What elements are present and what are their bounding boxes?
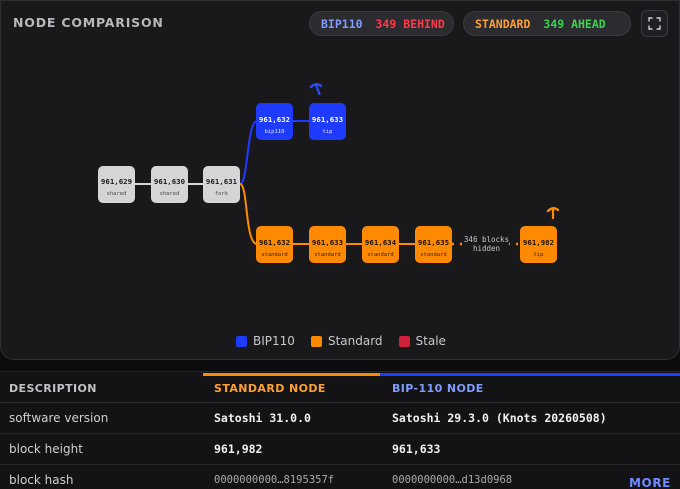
block-tag: fork	[215, 191, 229, 197]
block-height: 961,635	[418, 238, 449, 247]
block-tag: standard	[420, 252, 447, 258]
hidden-blocks-label: hidden	[473, 244, 500, 253]
block-shared-2[interactable]: 961,630 shared	[151, 166, 188, 203]
bip-accent-bar	[380, 373, 680, 376]
more-button[interactable]: MORE	[629, 476, 671, 489]
table-row: software version Satoshi 31.0.0 Satoshi …	[0, 403, 680, 434]
legend-item-stale: Stale	[398, 334, 446, 348]
row-label: block height	[9, 442, 83, 456]
standard-value: Satoshi 31.0.0	[214, 411, 311, 425]
legend-swatch-bip110	[236, 335, 248, 347]
block-standard-4[interactable]: 961,635 standard	[415, 226, 452, 263]
block-bip110-1[interactable]: 961,632 bip110	[256, 103, 293, 140]
block-bip110-tip[interactable]: 961,633 tip	[309, 103, 346, 140]
row-label: block hash	[9, 473, 74, 487]
standard-accent-bar	[203, 373, 380, 376]
block-tag: tip	[534, 252, 544, 258]
comparison-table: DESCRIPTION STANDARD NODE BIP-110 NODE s…	[0, 371, 680, 489]
standard-pill-label: STANDARD	[475, 16, 531, 31]
hidden-blocks-count: 346 blocks	[464, 235, 509, 244]
pickaxe-icon	[546, 207, 560, 220]
block-height: 961,629	[101, 177, 132, 186]
block-height: 961,632	[259, 115, 290, 124]
bip110-pill-status: 349 BEHIND	[375, 16, 445, 31]
bip-value: 961,633	[392, 442, 441, 456]
header-description: DESCRIPTION	[9, 382, 97, 395]
row-label: software version	[9, 411, 109, 425]
bip-value: Satoshi 29.3.0 (Knots 20260508)	[392, 411, 607, 425]
fullscreen-button[interactable]	[641, 10, 668, 37]
block-standard-tip[interactable]: 961,982 tip	[520, 226, 557, 263]
block-standard-3[interactable]: 961,634 standard	[362, 226, 399, 263]
block-height: 961,634	[365, 238, 397, 247]
block-tag: standard	[261, 252, 288, 258]
block-shared-1[interactable]: 961,629 shared	[98, 166, 135, 203]
legend-item-bip110: BIP110	[236, 334, 295, 348]
std-fork-link	[239, 183, 258, 245]
standard-value: 0000000000…8195357f	[214, 474, 335, 486]
legend-item-standard: Standard	[310, 334, 383, 348]
standard-pill-status: 349 AHEAD	[543, 16, 606, 31]
header-bip110-node: BIP-110 NODE	[392, 382, 484, 395]
table-header-row: DESCRIPTION STANDARD NODE BIP-110 NODE	[0, 372, 680, 403]
legend-label: BIP110	[253, 334, 295, 348]
expand-icon	[648, 17, 661, 30]
block-height: 961,632	[259, 238, 290, 247]
bip-fork-link	[239, 120, 258, 185]
chain-graph: 346 blocks hidden 961,629 shared 961,630…	[98, 83, 560, 263]
standard-value: 961,982	[214, 442, 263, 456]
block-tag: bip110	[265, 129, 285, 135]
legend-swatch-standard	[310, 335, 322, 347]
block-standard-2[interactable]: 961,633 standard	[309, 226, 346, 263]
legend-swatch-stale	[398, 335, 410, 347]
standard-status-pill: STANDARD 349 AHEAD	[463, 11, 631, 36]
block-height: 961,982	[523, 238, 554, 247]
bip-value: 0000000000…d13d0968	[392, 474, 513, 486]
header-standard-node: STANDARD NODE	[214, 382, 326, 395]
block-fork[interactable]: 961,631 fork	[203, 166, 240, 203]
legend-label: Standard	[327, 334, 383, 348]
block-height: 961,633	[312, 238, 343, 247]
panel-title: NODE COMPARISON	[13, 15, 164, 30]
bip110-pill-label: BIP110	[321, 16, 363, 31]
table-row: block height 961,982 961,633	[0, 434, 680, 465]
node-comparison-panel: NODE COMPARISON BIP110 349 BEHIND STANDA…	[0, 0, 680, 360]
block-tag: standard	[314, 252, 341, 258]
block-height: 961,633	[312, 115, 343, 124]
block-tag: shared	[107, 191, 127, 197]
legend-label: Stale	[415, 334, 446, 348]
block-height: 961,631	[206, 177, 238, 186]
table-row: block hash 0000000000…8195357f 000000000…	[0, 465, 680, 489]
bip110-status-pill: BIP110 349 BEHIND	[309, 11, 454, 36]
block-tag: standard	[367, 252, 394, 258]
pickaxe-icon	[309, 83, 323, 96]
block-height: 961,630	[154, 177, 185, 186]
block-tag: tip	[323, 129, 333, 135]
block-tag: shared	[160, 191, 180, 197]
block-standard-1[interactable]: 961,632 standard	[256, 226, 293, 263]
hidden-label-bg	[464, 232, 509, 254]
graph-legend: BIP110 Standard Stale	[1, 334, 680, 348]
